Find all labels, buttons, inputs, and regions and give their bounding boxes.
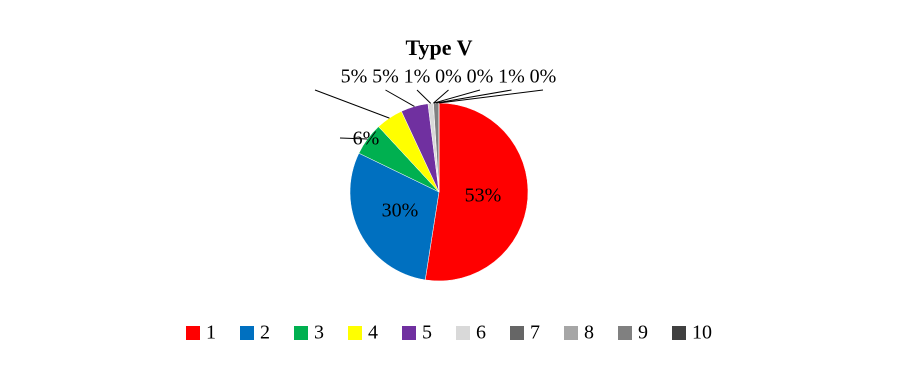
leader-line <box>436 89 512 104</box>
leader-line <box>416 89 432 104</box>
leader-line <box>433 89 481 104</box>
legend-swatch <box>240 326 254 340</box>
data-label: 30% <box>382 200 419 222</box>
pie-slice <box>349 152 440 281</box>
legend-label: 7 <box>530 322 540 344</box>
legend-label: 6 <box>476 322 486 344</box>
leader-line <box>339 137 368 140</box>
data-label: 5% <box>372 66 399 88</box>
legend-swatch <box>510 326 524 340</box>
data-label: 0% <box>530 66 557 88</box>
legend-label: 1 <box>206 322 216 344</box>
data-label: 6% <box>353 128 380 150</box>
legend-label: 2 <box>260 322 270 344</box>
legend-label: 9 <box>638 322 648 344</box>
data-label: 0% <box>467 66 494 88</box>
data-label: 5% <box>341 66 368 88</box>
legend-swatch <box>564 326 578 340</box>
legend-label: 8 <box>584 322 594 344</box>
legend-swatch <box>402 326 416 340</box>
legend-swatch <box>348 326 362 340</box>
legend-swatch <box>456 326 470 340</box>
leader-line <box>385 89 415 107</box>
data-label: 1% <box>404 66 431 88</box>
legend-label: 10 <box>692 322 712 344</box>
data-label: 1% <box>498 66 525 88</box>
leader-line <box>433 89 449 104</box>
legend-label: 5 <box>422 322 432 344</box>
legend-swatch <box>186 326 200 340</box>
pie-slice <box>424 102 529 282</box>
legend-swatch <box>672 326 686 340</box>
data-label: 53% <box>465 185 502 207</box>
legend-swatch <box>618 326 632 340</box>
chart-title: Type V <box>405 35 472 60</box>
leader-line <box>314 89 390 119</box>
legend-label: 4 <box>368 322 378 344</box>
data-label: 0% <box>435 66 462 88</box>
leader-line <box>438 89 544 104</box>
legend-label: 3 <box>314 322 324 344</box>
legend-swatch <box>294 326 308 340</box>
